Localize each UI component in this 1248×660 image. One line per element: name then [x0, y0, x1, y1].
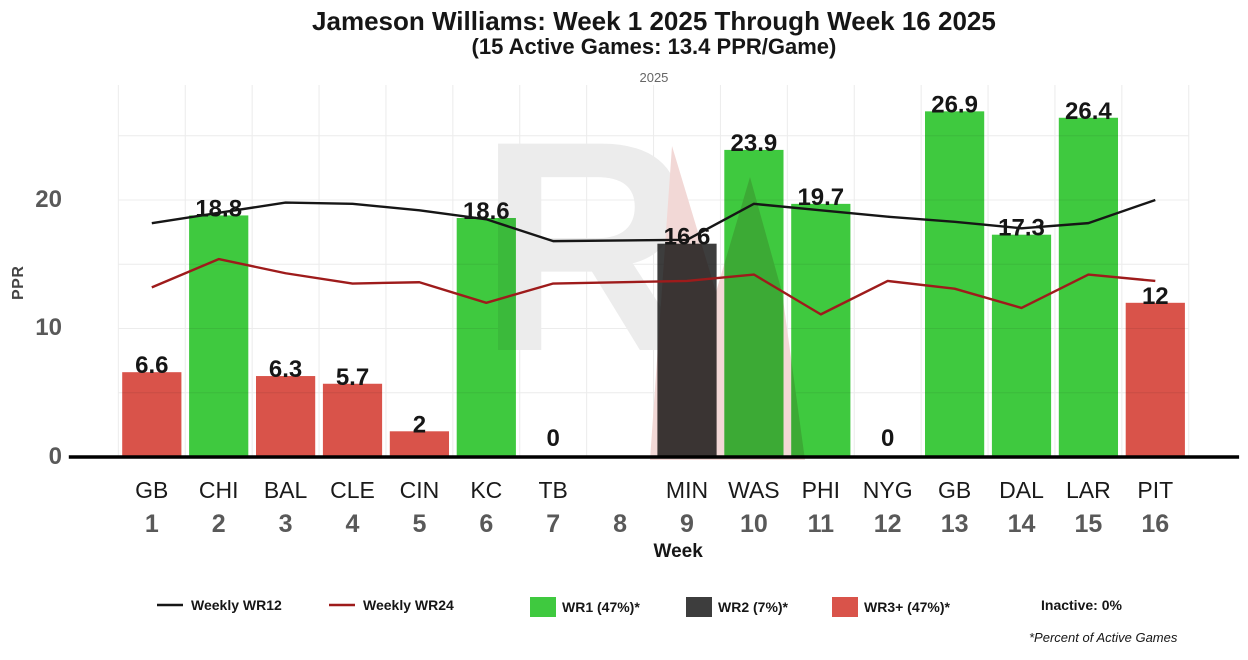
svg-text:2: 2	[413, 411, 426, 438]
svg-text:12: 12	[1142, 283, 1169, 310]
svg-text:0: 0	[547, 425, 560, 452]
svg-text:26.9: 26.9	[931, 91, 978, 118]
svg-text:6.6: 6.6	[135, 352, 168, 379]
svg-text:18.8: 18.8	[195, 195, 242, 222]
svg-text:26.4: 26.4	[1065, 98, 1112, 125]
svg-text:18.6: 18.6	[463, 198, 510, 225]
svg-text:19.7: 19.7	[797, 184, 844, 211]
svg-text:23.9: 23.9	[731, 130, 778, 157]
svg-text:0: 0	[881, 425, 894, 452]
svg-text:6.3: 6.3	[269, 356, 302, 383]
svg-text:16.6: 16.6	[664, 224, 711, 251]
svg-text:5.7: 5.7	[336, 364, 369, 391]
